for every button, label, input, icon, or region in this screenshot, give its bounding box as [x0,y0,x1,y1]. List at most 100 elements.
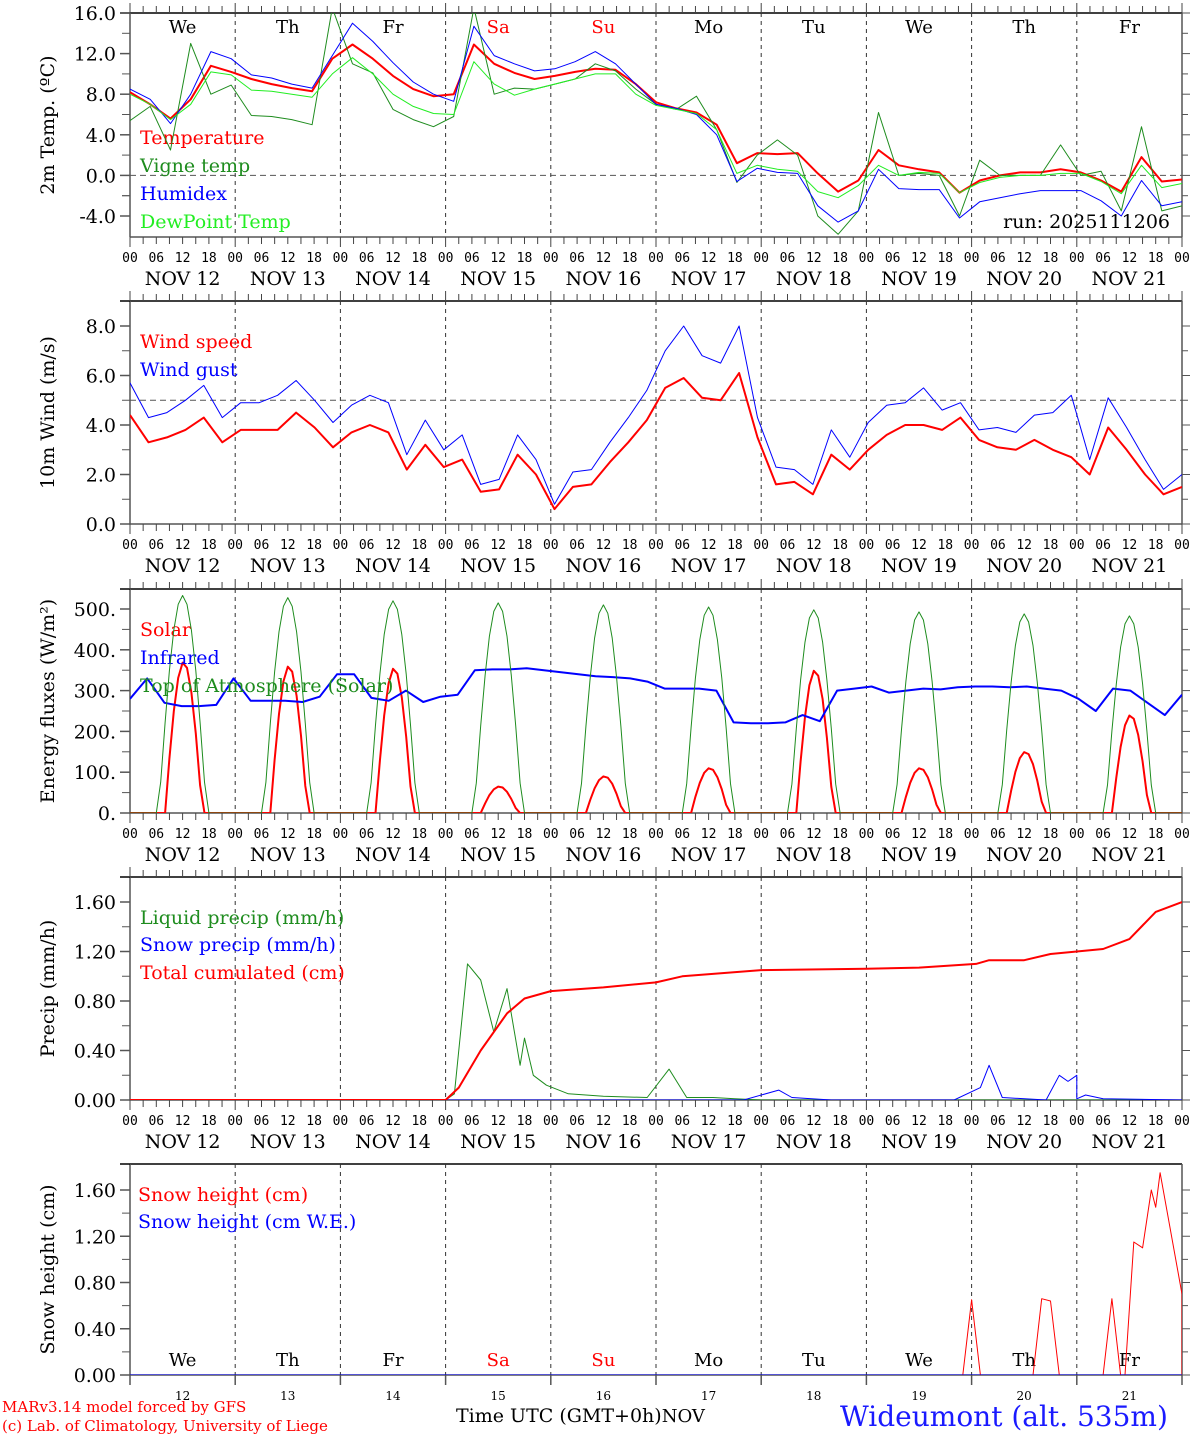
hour-tick-label: 12 [1016,538,1032,553]
hour-tick-label: 06 [148,251,164,266]
hour-tick-label: 06 [674,251,690,266]
hour-tick-label: 06 [780,827,796,842]
hour-tick-label: 00 [964,827,980,842]
hour-tick-label: 12 [1016,251,1032,266]
hour-tick-label: 12 [280,538,296,553]
hour-tick-label: 12 [385,1114,401,1129]
y-tick-label: 0.80 [74,991,116,1013]
y-tick-label: 0.00 [74,1365,116,1387]
y-tick-label: 1.20 [74,942,116,964]
hour-tick-label: 12 [280,1114,296,1129]
date-label: NOV 15 [460,844,536,866]
hour-tick-label: 12 [1122,1114,1138,1129]
credit-line-2: (c) Lab. of Climatology, University of L… [2,1417,328,1435]
date-label: NOV 15 [460,1131,536,1153]
hour-tick-label: 18 [937,251,953,266]
hour-tick-label: 12 [701,538,717,553]
date-label: NOV 17 [671,555,747,577]
date-label: NOV 16 [565,555,641,577]
date-label: NOV 12 [145,555,221,577]
hour-tick-label: 18 [622,827,638,842]
hour-tick-label: 06 [780,538,796,553]
date-label: NOV 14 [355,1131,431,1153]
hour-tick-label: 12 [806,538,822,553]
day-number-label: 13 [280,1389,295,1403]
legend-entry: Vigne temp [139,155,250,177]
hour-tick-label: 00 [964,251,980,266]
hour-tick-label: 06 [254,251,270,266]
date-label: NOV 20 [986,844,1062,866]
hour-tick-label: 18 [937,538,953,553]
legend-entry: Liquid precip (mm/h) [140,907,344,929]
y-axis-label: Precip (mm/h) [37,920,59,1058]
hour-tick-label: 18 [201,538,217,553]
hour-tick-label: 06 [885,538,901,553]
y-tick-label: 0.40 [74,1319,116,1341]
date-label: NOV 19 [881,555,957,577]
hour-tick-label: 18 [201,1114,217,1129]
weekday-label: Th [1012,1350,1036,1371]
y-tick-label: -4.0 [79,206,116,228]
y-axis-label: Snow height (cm) [37,1184,59,1354]
date-label: NOV 12 [145,844,221,866]
panel-energy: 500. 400. 300. 200. 100. 0. Energy fluxes (W/m… [37,579,1190,866]
y-axis-label: Energy fluxes (W/m²) [37,599,59,803]
weekday-label: Th [276,1350,300,1371]
hour-tick-label: 18 [1043,251,1059,266]
weekday-label: Th [276,17,300,38]
date-label: NOV 14 [355,268,431,290]
hour-tick-label: 00 [438,827,454,842]
y-tick-label: 12.0 [74,44,116,66]
date-label: NOV 12 [145,268,221,290]
date-label: NOV 21 [1091,268,1167,290]
day-number-label: 15 [491,1389,506,1403]
hour-tick-label: 12 [1016,827,1032,842]
date-label: NOV 19 [881,1131,957,1153]
hour-tick-label: 06 [674,827,690,842]
y-axis-label: 2m Temp. (ºC) [37,55,59,194]
hour-tick-label: 00 [1069,827,1085,842]
date-label: NOV 15 [460,555,536,577]
date-label: NOV 13 [250,844,326,866]
hour-tick-label: 00 [648,827,664,842]
y-tick-label: 0.0 [86,165,116,187]
series-line-wind-gust [130,325,1182,505]
weekday-label: Su [591,1350,615,1371]
hour-tick-label: 06 [148,827,164,842]
hour-tick-label: 18 [1043,538,1059,553]
hour-tick-label: 00 [438,538,454,553]
date-label: NOV 18 [776,844,852,866]
date-label: NOV 17 [671,268,747,290]
day-number-label: 16 [596,1389,611,1403]
hour-tick-label: 12 [280,827,296,842]
hour-tick-label: 18 [306,1114,322,1129]
hour-tick-label: 06 [885,1114,901,1129]
hour-tick-label: 06 [359,1114,375,1129]
weekday-label: We [905,1350,933,1371]
hour-tick-label: 18 [201,251,217,266]
hour-tick-label: 12 [701,251,717,266]
date-label: NOV 16 [565,844,641,866]
hour-tick-label: 12 [385,538,401,553]
weekday-label: Mo [694,1350,723,1371]
hour-tick-label: 06 [780,251,796,266]
hour-tick-label: 06 [990,1114,1006,1129]
hour-tick-label: 18 [937,1114,953,1129]
hour-tick-label: 12 [596,251,612,266]
hour-tick-label: 18 [832,827,848,842]
series-line-snow-precip-mm-h- [130,1064,1182,1100]
hour-tick-label: 00 [227,827,243,842]
hour-tick-label: 18 [411,538,427,553]
hour-tick-label: 12 [490,1114,506,1129]
y-tick-label: 0.0 [86,514,116,536]
hour-tick-label: 18 [411,1114,427,1129]
hour-tick-label: 12 [596,1114,612,1129]
legend-entry: Total cumulated (cm) [140,962,345,984]
hour-tick-label: 06 [1095,1114,1111,1129]
hour-tick-label: 12 [911,538,927,553]
hour-tick-label: 12 [175,251,191,266]
date-label: NOV 16 [565,1131,641,1153]
date-label: NOV 21 [1091,1131,1167,1153]
hour-tick-label: 06 [990,251,1006,266]
weekday-label: Th [1012,17,1036,38]
